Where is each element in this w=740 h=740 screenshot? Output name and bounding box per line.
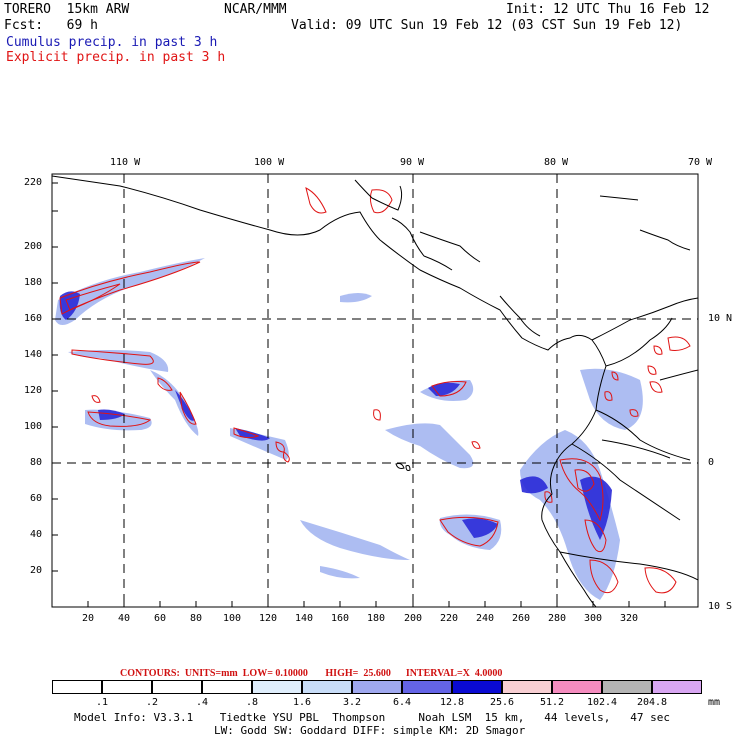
- lat-label-10n: 10 N: [708, 313, 733, 324]
- colorbar-swatch: [352, 680, 402, 694]
- x-tick: 100: [223, 613, 242, 624]
- lon-label-70w: 70 W: [688, 157, 713, 168]
- colorbar-swatch: [452, 680, 502, 694]
- colorbar-label: 102.4: [586, 697, 618, 708]
- legend-explicit: Explicit precip. in past 3 h: [6, 50, 226, 65]
- x-tick: 220: [440, 613, 459, 624]
- colorbar-swatch: [602, 680, 652, 694]
- x-tick: 140: [295, 613, 314, 624]
- x-tick: 240: [476, 613, 495, 624]
- model-info: Model Info: V3.3.1 Tiedtke YSU PBL Thomp…: [74, 711, 671, 724]
- colorbar-swatch: [52, 680, 102, 694]
- legend-cumulus: Cumulus precip. in past 3 h: [6, 35, 218, 50]
- lat-lon-grid: [52, 174, 698, 607]
- model-title: TORERO 15km ARW: [4, 2, 130, 17]
- colorbar-label: 6.4: [392, 697, 412, 708]
- x-tick: 40: [118, 613, 131, 624]
- x-tick: 260: [512, 613, 531, 624]
- colorbar-swatch: [402, 680, 452, 694]
- colorbar-label: 25.6: [489, 697, 515, 708]
- colorbar-label: .4: [195, 697, 209, 708]
- colorbar-swatch: [552, 680, 602, 694]
- tick-marks: [52, 182, 666, 607]
- contour-info: CONTOURS: UNITS=mm LOW= 0.10000 HIGH= 25…: [120, 668, 503, 679]
- y-tick: 160: [24, 313, 43, 324]
- x-tick: 120: [259, 613, 278, 624]
- colorbar-swatch: [502, 680, 552, 694]
- x-tick: 320: [620, 613, 639, 624]
- lon-label-90w: 90 W: [400, 157, 425, 168]
- valid-time: Valid: 09 UTC Sun 19 Feb 12 (03 CST Sun …: [291, 18, 683, 33]
- colorbar-label: .2: [145, 697, 159, 708]
- colorbar-label: 12.8: [439, 697, 465, 708]
- y-tick: 80: [30, 457, 43, 468]
- y-tick: 60: [30, 493, 43, 504]
- lat-label-10s: 10 S: [708, 601, 733, 612]
- colorbar-label: 1.6: [292, 697, 312, 708]
- y-tick: 120: [24, 385, 43, 396]
- lon-label-100w: 100 W: [254, 157, 285, 168]
- colorbar-label: .8: [245, 697, 259, 708]
- lon-label-80w: 80 W: [544, 157, 569, 168]
- y-tick: 20: [30, 565, 43, 576]
- precip-fields: [52, 175, 698, 607]
- y-tick: 140: [24, 349, 43, 360]
- x-tick: 180: [367, 613, 386, 624]
- y-tick: 100: [24, 421, 43, 432]
- colorbar-swatch: [652, 680, 702, 694]
- colorbar-label: 3.2: [342, 697, 362, 708]
- forecast-hour: Fcst: 69 h: [4, 18, 98, 33]
- x-tick: 160: [331, 613, 350, 624]
- init-time: Init: 12 UTC Thu 16 Feb 12: [506, 2, 710, 17]
- colorbar-swatch: [202, 680, 252, 694]
- x-tick: 300: [584, 613, 603, 624]
- y-tick: 40: [30, 529, 43, 540]
- lon-label-110w: 110 W: [110, 157, 141, 168]
- x-tick: 280: [548, 613, 567, 624]
- colorbar-swatch: [302, 680, 352, 694]
- x-tick: 80: [190, 613, 203, 624]
- x-tick: 60: [154, 613, 167, 624]
- y-tick: 180: [24, 277, 43, 288]
- x-tick: 200: [404, 613, 423, 624]
- y-tick: 200: [24, 241, 43, 252]
- colorbar-swatch: [152, 680, 202, 694]
- x-tick: 20: [82, 613, 95, 624]
- colorbar-label: .1: [95, 697, 109, 708]
- y-tick: 220: [24, 177, 43, 188]
- colorbar-unit: mm: [708, 697, 721, 708]
- physics-info: LW: Godd SW: Goddard DIFF: simple KM: 2D…: [214, 724, 526, 737]
- lat-label-0: 0: [708, 457, 715, 468]
- colorbar-label: 51.2: [539, 697, 565, 708]
- colorbar-label: 204.8: [636, 697, 668, 708]
- colorbar-swatch: [102, 680, 152, 694]
- organization-label: NCAR/MMM: [224, 2, 287, 17]
- colorbar-swatch: [252, 680, 302, 694]
